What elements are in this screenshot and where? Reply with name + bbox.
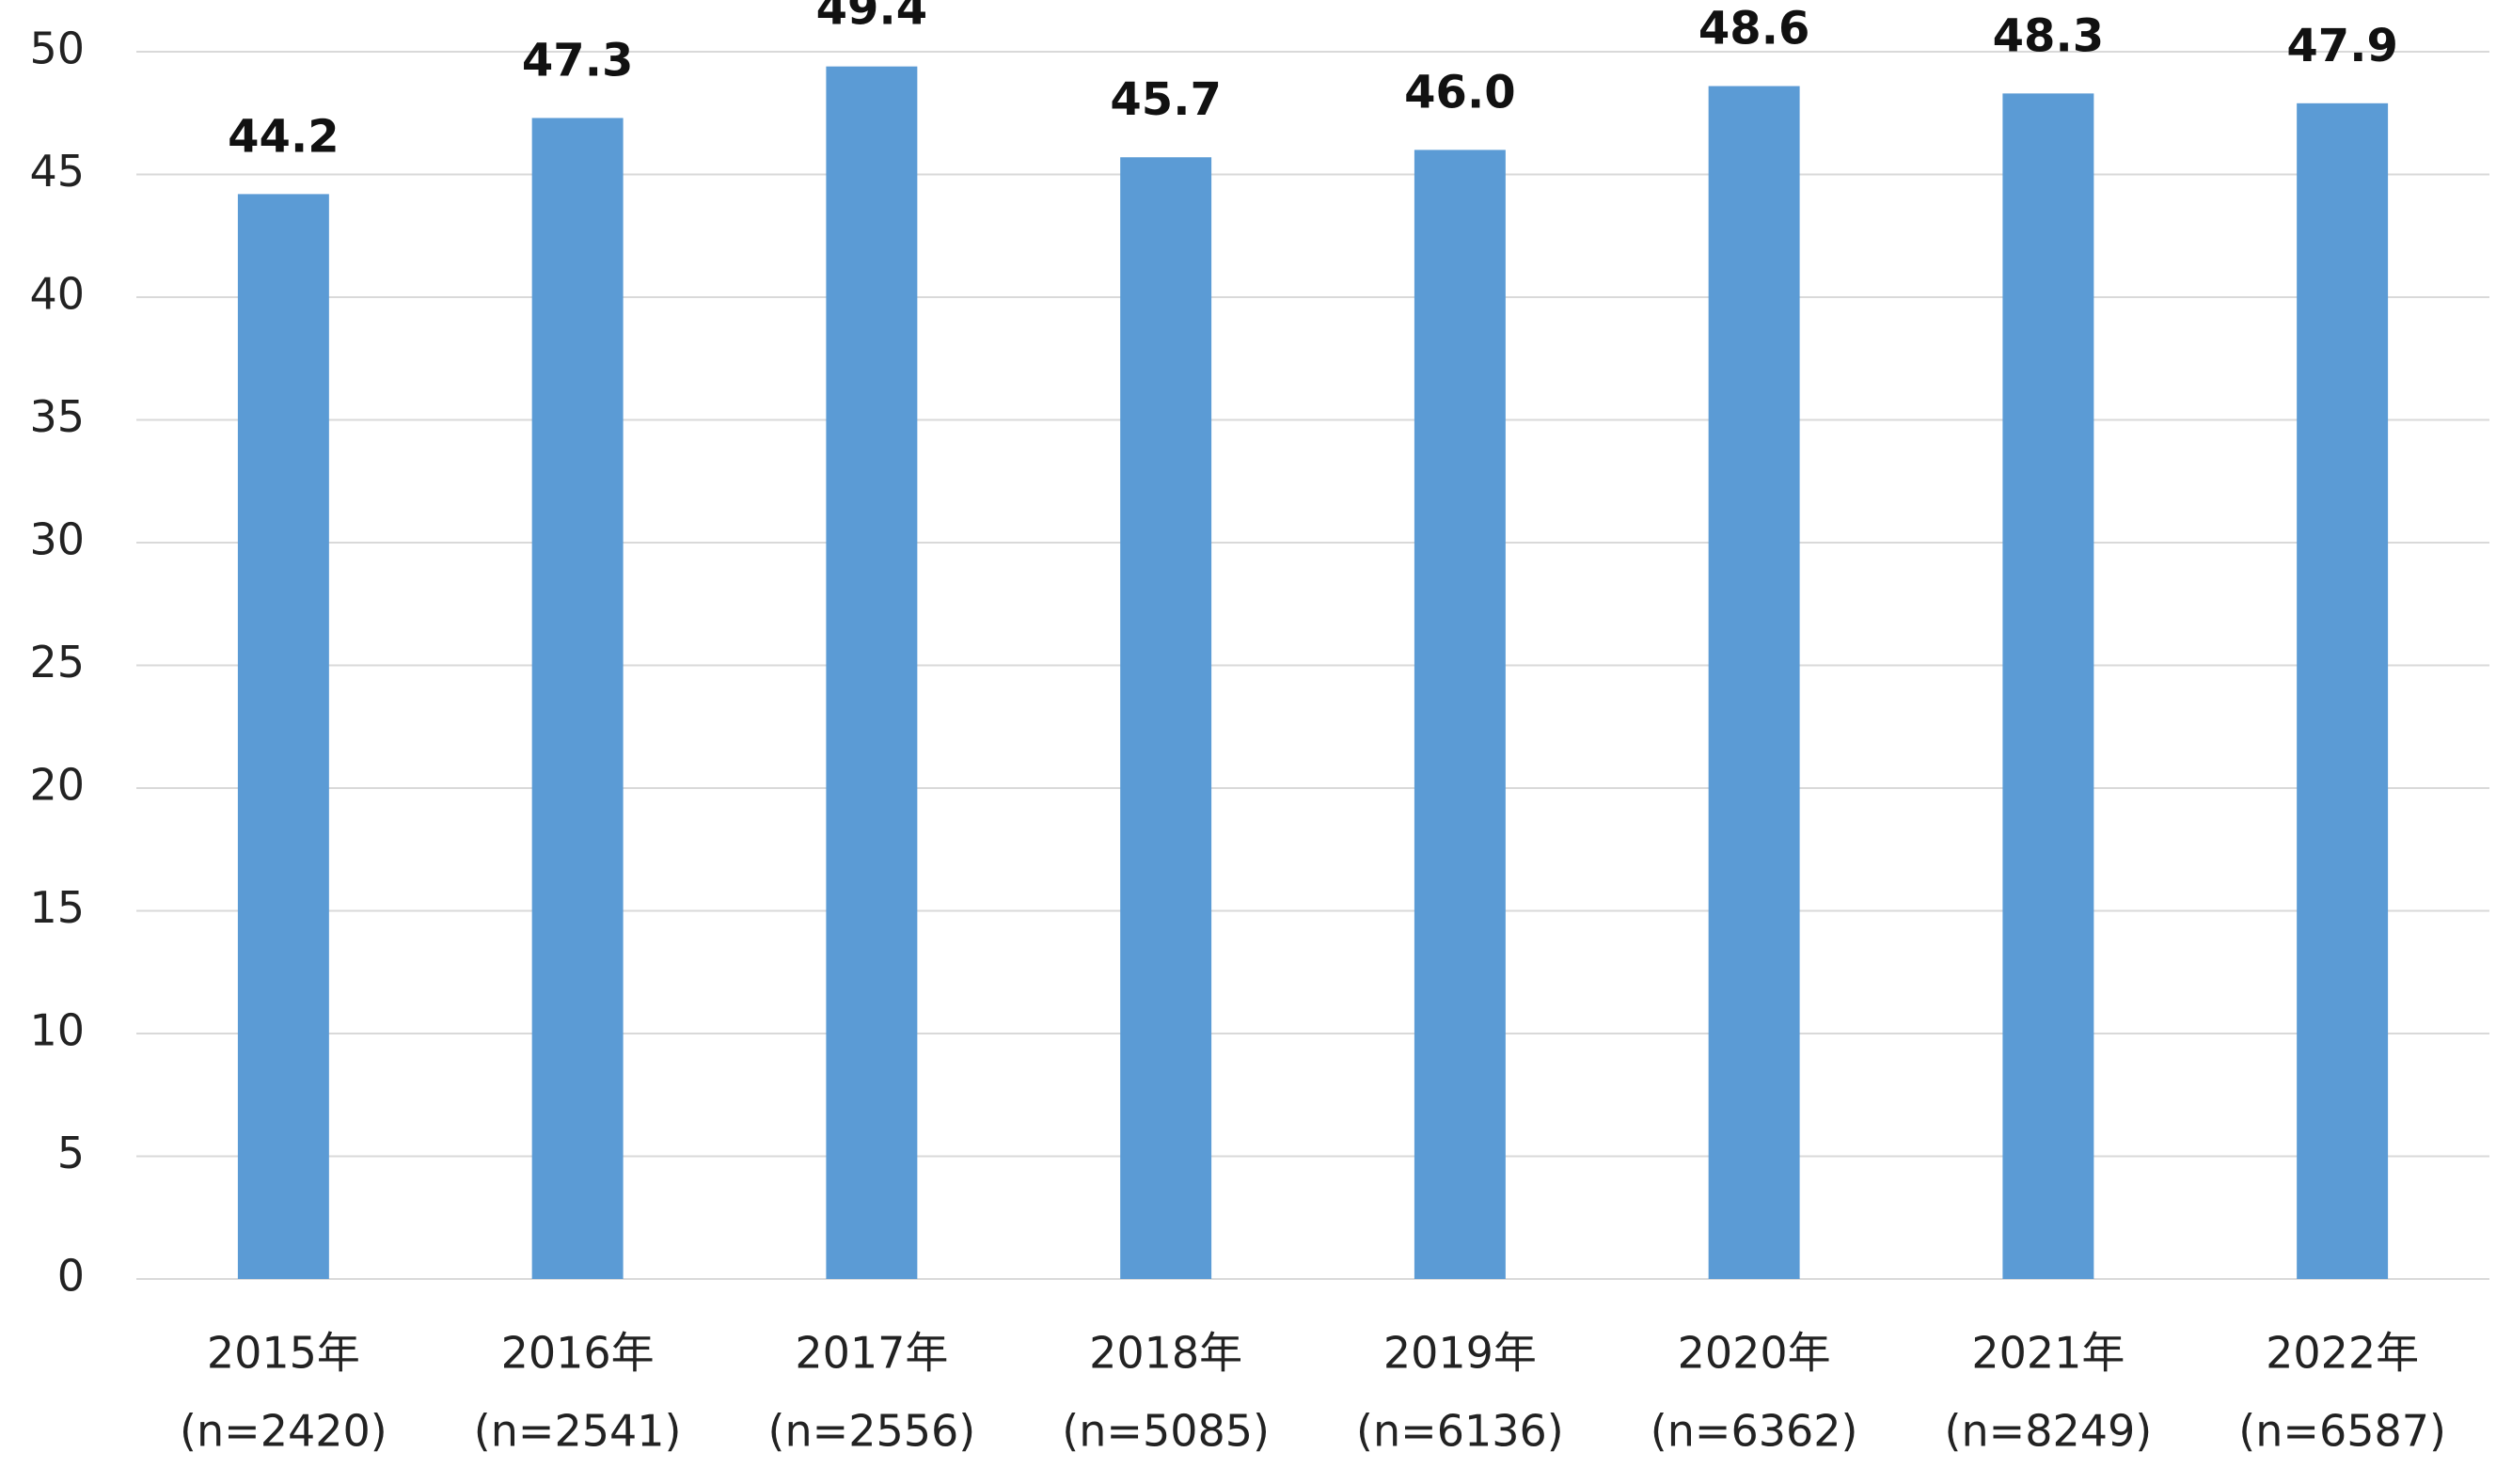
bar (826, 66, 918, 1279)
x-tick-label: (n=8249) (1945, 1406, 2153, 1457)
data-label: 47.9 (2286, 20, 2397, 72)
x-tick-label: 2022年 (2266, 1328, 2419, 1379)
x-tick-label: 2015年 (207, 1328, 360, 1379)
data-label: 49.4 (816, 0, 927, 36)
data-label: 45.7 (1110, 73, 1221, 126)
x-tick-label: 2018年 (1089, 1328, 1242, 1379)
x-tick-label: 2019年 (1383, 1328, 1537, 1379)
y-tick-label: 15 (29, 882, 85, 933)
data-label: 47.3 (522, 34, 633, 87)
x-tick-label: (n=6136) (1356, 1406, 1564, 1457)
x-tick-label: 2021年 (1971, 1328, 2125, 1379)
y-tick-label: 35 (29, 391, 85, 442)
y-tick-label: 20 (29, 760, 85, 811)
x-tick-label: 2020年 (1678, 1328, 1831, 1379)
x-tick-label: 2016年 (501, 1328, 655, 1379)
x-tick-label: (n=6587) (2238, 1406, 2446, 1457)
bar (1414, 150, 1506, 1279)
bar (237, 194, 329, 1279)
bar (2297, 103, 2389, 1279)
x-tick-label: (n=6362) (1651, 1406, 1858, 1457)
x-tick-label: (n=2541) (474, 1406, 682, 1457)
y-tick-label: 25 (29, 637, 85, 687)
y-tick-label: 30 (29, 514, 85, 565)
bar (531, 118, 624, 1280)
bar (1708, 86, 1800, 1279)
bar (1120, 157, 1212, 1280)
y-tick-label: 50 (29, 24, 85, 74)
y-tick-label: 10 (29, 1005, 85, 1056)
x-tick-label: (n=2420) (180, 1406, 387, 1457)
y-tick-label: 45 (29, 146, 85, 197)
y-tick-label: 40 (29, 269, 85, 320)
data-label: 46.0 (1404, 66, 1515, 118)
x-tick-label: 2017年 (795, 1328, 948, 1379)
x-tick-label: (n=2556) (768, 1406, 976, 1457)
bar (2002, 93, 2094, 1280)
y-tick-label: 5 (57, 1128, 85, 1178)
data-label: 48.3 (1993, 9, 2104, 62)
x-tick-label: (n=5085) (1062, 1406, 1270, 1457)
data-label: 48.6 (1698, 3, 1809, 55)
data-label: 44.2 (228, 110, 339, 163)
y-tick-label: 0 (57, 1251, 85, 1302)
